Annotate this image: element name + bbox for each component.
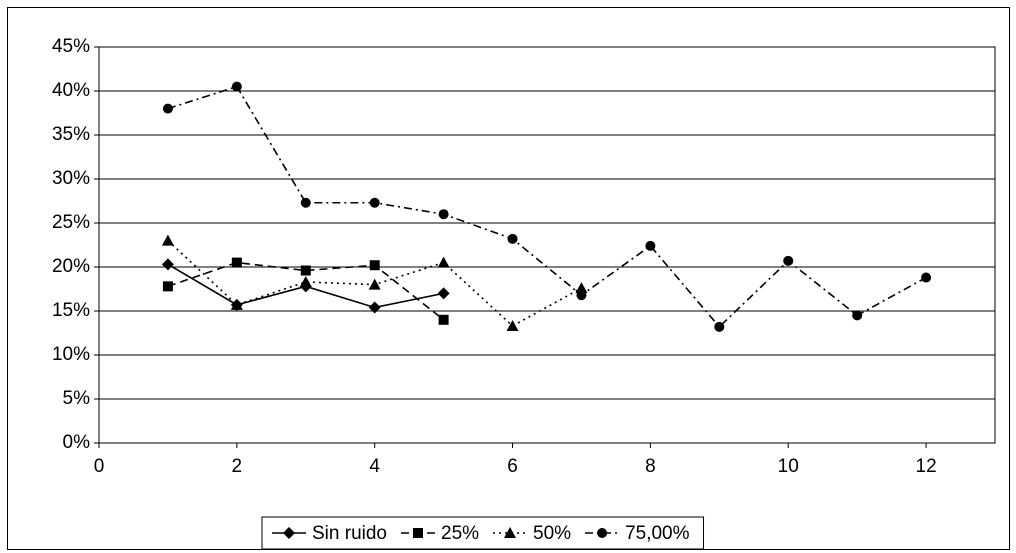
plot-area bbox=[98, 46, 996, 444]
marker bbox=[300, 197, 311, 208]
marker bbox=[299, 275, 312, 287]
marker bbox=[231, 257, 242, 268]
marker bbox=[507, 233, 518, 244]
marker bbox=[506, 319, 519, 331]
marker bbox=[921, 272, 932, 283]
x-tick-label: 0 bbox=[94, 456, 105, 477]
marker bbox=[369, 260, 380, 271]
y-tick-label: 40% bbox=[52, 80, 90, 101]
marker bbox=[161, 234, 174, 246]
y-tick-label: 5% bbox=[63, 388, 91, 409]
y-tick-label: 25% bbox=[52, 212, 90, 233]
y-tick-label: 10% bbox=[52, 344, 90, 365]
marker bbox=[437, 287, 450, 300]
marker bbox=[368, 278, 381, 290]
marker bbox=[369, 197, 380, 208]
y-tick-label: 15% bbox=[52, 300, 90, 321]
legend-label: 25% bbox=[441, 523, 479, 544]
marker bbox=[283, 527, 295, 539]
x-tick-label: 8 bbox=[645, 456, 656, 477]
marker bbox=[437, 256, 450, 268]
marker bbox=[413, 528, 423, 538]
marker bbox=[575, 282, 588, 294]
marker bbox=[714, 321, 725, 332]
legend-label: 75,00% bbox=[625, 523, 690, 544]
marker bbox=[161, 258, 174, 271]
y-tick-label: 35% bbox=[52, 124, 90, 145]
marker bbox=[576, 290, 587, 301]
legend-label: 50% bbox=[533, 523, 571, 544]
marker bbox=[852, 310, 863, 321]
marker bbox=[438, 314, 449, 325]
marker bbox=[645, 240, 656, 251]
marker bbox=[504, 527, 517, 538]
series-line bbox=[167, 261, 445, 321]
series-line bbox=[167, 85, 927, 329]
marker bbox=[438, 209, 449, 220]
x-tick-label: 10 bbox=[778, 456, 799, 477]
y-tick-label: 20% bbox=[52, 256, 90, 277]
y-tick-label: 30% bbox=[52, 168, 90, 189]
marker bbox=[368, 301, 381, 314]
marker bbox=[300, 265, 311, 276]
legend: Sin ruido 25% 50% 75,00% bbox=[261, 516, 705, 550]
marker bbox=[162, 103, 173, 114]
x-tick-label: 6 bbox=[507, 456, 518, 477]
marker bbox=[597, 528, 608, 538]
x-tick-label: 12 bbox=[916, 456, 937, 477]
legend-box bbox=[261, 516, 705, 550]
legend-label: Sin ruido bbox=[312, 523, 387, 544]
marker bbox=[162, 281, 173, 292]
x-tick-label: 2 bbox=[232, 456, 243, 477]
y-tick-label: 45% bbox=[52, 36, 90, 57]
y-tick-label: 0% bbox=[63, 432, 91, 453]
marker bbox=[783, 255, 794, 266]
marker bbox=[230, 298, 243, 310]
marker bbox=[231, 81, 242, 92]
x-tick-label: 4 bbox=[369, 456, 380, 477]
